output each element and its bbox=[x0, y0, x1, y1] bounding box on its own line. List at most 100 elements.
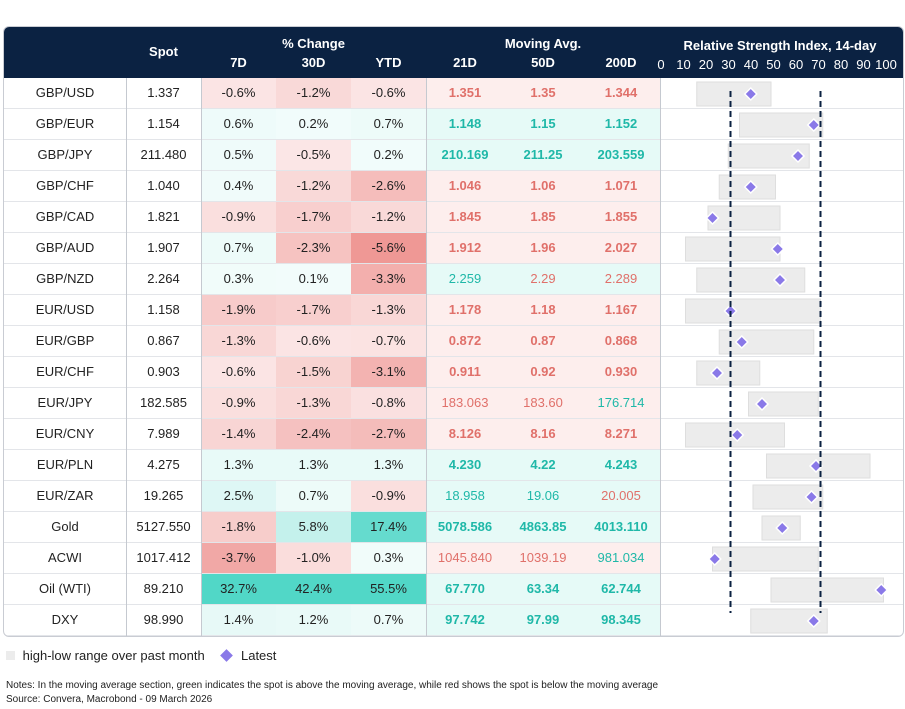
column-separator bbox=[126, 78, 127, 636]
legend: high-low range over past month Latest bbox=[6, 647, 276, 663]
table-row: GBP/AUD 1.907 0.7% -2.3% -5.6% 1.912 1.96 2.027 bbox=[4, 233, 903, 264]
table-row: ACWI 1017.412 -3.7% -1.0% 0.3% 1045.840 1039.1… bbox=[4, 543, 903, 574]
table-row: EUR/GBP 0.867 -1.3% -0.6% -0.7% 0.872 0.87 0.86… bbox=[4, 326, 903, 357]
header-spot: Spot bbox=[149, 44, 178, 59]
moving-avg-50: 4863.85 bbox=[504, 512, 582, 542]
rsi-cell bbox=[766, 453, 871, 479]
spot-value: 1017.412 bbox=[136, 550, 191, 565]
change-7d: -0.6% bbox=[201, 78, 276, 108]
change-30d: -1.2% bbox=[276, 78, 351, 108]
table-row: DXY 98.990 1.4% 1.2% 0.7% 97.742 97.99 98.345 bbox=[4, 605, 903, 636]
rsi-cell bbox=[739, 112, 824, 138]
change-ytd: -0.6% bbox=[351, 78, 426, 108]
change-ytd: 55.5% bbox=[351, 574, 426, 604]
moving-avg-200: 981.034 bbox=[582, 543, 660, 573]
spot-value: 5127.550 bbox=[136, 519, 191, 534]
rsi-cell bbox=[705, 205, 781, 231]
change-30d: -2.3% bbox=[276, 233, 351, 263]
change-ytd: -1.3% bbox=[351, 295, 426, 325]
moving-avg-200: 1.344 bbox=[582, 78, 660, 108]
rsi-latest-marker bbox=[743, 179, 758, 195]
table-row: EUR/PLN 4.275 1.3% 1.3% 1.3% 4.230 4.22 4.243 bbox=[4, 450, 903, 481]
moving-avg-21: 0.911 bbox=[426, 357, 504, 387]
change-30d: -1.2% bbox=[276, 171, 351, 201]
table-row: GBP/CAD 1.821 -0.9% -1.7% -1.2% 1.845 1.85 1.85… bbox=[4, 202, 903, 233]
moving-avg-21: 5078.586 bbox=[426, 512, 504, 542]
rsi-cell bbox=[685, 236, 785, 262]
spot-value: 182.585 bbox=[140, 395, 187, 410]
change-ytd: -2.7% bbox=[351, 419, 426, 449]
change-7d: -1.3% bbox=[201, 326, 276, 356]
change-30d: -1.0% bbox=[276, 543, 351, 573]
rsi-latest-marker bbox=[804, 489, 819, 505]
moving-avg-21: 1.845 bbox=[426, 202, 504, 232]
moving-avg-50: 2.29 bbox=[504, 264, 582, 294]
change-ytd: -3.3% bbox=[351, 264, 426, 294]
moving-avg-200: 4013.110 bbox=[582, 512, 660, 542]
change-7d: 0.5% bbox=[201, 140, 276, 170]
rsi-range-bar bbox=[770, 577, 884, 603]
instrument-name: GBP/NZD bbox=[36, 271, 94, 286]
rsi-range-bar bbox=[696, 81, 772, 107]
header-moving-avg: Moving Avg. bbox=[504, 36, 582, 51]
moving-avg-50: 4.22 bbox=[504, 450, 582, 480]
header-50d: 50D bbox=[531, 55, 555, 70]
change-ytd: -5.6% bbox=[351, 233, 426, 263]
moving-avg-200: 20.005 bbox=[582, 481, 660, 511]
change-7d: -1.9% bbox=[201, 295, 276, 325]
rsi-latest-marker bbox=[705, 210, 720, 226]
change-30d: -1.3% bbox=[276, 388, 351, 418]
table-row: EUR/JPY 182.585 -0.9% -1.3% -0.8% 183.063 183.… bbox=[4, 388, 903, 419]
moving-avg-21: 0.872 bbox=[426, 326, 504, 356]
instrument-name: ACWI bbox=[48, 550, 82, 565]
instrument-name: EUR/CNY bbox=[35, 426, 95, 441]
change-30d: 0.7% bbox=[276, 481, 351, 511]
spot-value: 1.907 bbox=[147, 240, 180, 255]
moving-avg-50: 1039.19 bbox=[504, 543, 582, 573]
moving-avg-200: 62.744 bbox=[582, 574, 660, 604]
rsi-tick-label: 100 bbox=[875, 57, 897, 72]
header-rsi-title: Relative Strength Index, 14-day bbox=[683, 38, 877, 53]
moving-avg-200: 203.559 bbox=[582, 140, 660, 170]
instrument-name: EUR/CHF bbox=[36, 364, 94, 379]
rsi-tick-label: 0 bbox=[657, 57, 665, 72]
rsi-cell bbox=[770, 577, 889, 603]
moving-avg-50: 1.06 bbox=[504, 171, 582, 201]
spot-value: 1.040 bbox=[147, 178, 180, 193]
table-row: Gold 5127.550 -1.8% 5.8% 17.4% 5078.586 4863.8… bbox=[4, 512, 903, 543]
header-200d: 200D bbox=[605, 55, 637, 70]
moving-avg-50: 1.96 bbox=[504, 233, 582, 263]
data-table-frame: Spot % Change 7D 30D YTD Moving Avg. 21D… bbox=[3, 26, 904, 637]
moving-avg-200: 176.714 bbox=[582, 388, 660, 418]
rsi-tick-label: 50 bbox=[766, 57, 781, 72]
spot-value: 0.903 bbox=[147, 364, 180, 379]
moving-avg-21: 1.148 bbox=[426, 109, 504, 139]
notes: Notes: In the moving average section, gr… bbox=[6, 679, 658, 707]
moving-avg-200: 98.345 bbox=[582, 605, 660, 635]
spot-value: 1.821 bbox=[147, 209, 180, 224]
spot-value: 7.989 bbox=[147, 426, 180, 441]
table-row: Oil (WTI) 89.210 32.7% 42.4% 55.5% 67.770 63.3… bbox=[4, 574, 903, 605]
moving-avg-50: 1.15 bbox=[504, 109, 582, 139]
change-30d: -0.6% bbox=[276, 326, 351, 356]
table-row: GBP/NZD 2.264 0.3% 0.1% -3.3% 2.259 2.29 2.289 bbox=[4, 264, 903, 295]
moving-avg-50: 1.35 bbox=[504, 78, 582, 108]
rsi-cell bbox=[707, 546, 819, 572]
change-7d: 0.4% bbox=[201, 171, 276, 201]
rsi-latest-marker bbox=[754, 396, 770, 412]
source-line: Source: Convera, Macrobond - 09 March 20… bbox=[6, 694, 213, 705]
rsi-tick-label: 60 bbox=[788, 57, 804, 72]
moving-avg-50: 1.85 bbox=[504, 202, 582, 232]
moving-avg-21: 97.742 bbox=[426, 605, 504, 635]
header-30d: 30D bbox=[301, 55, 326, 70]
rsi-tick-label: 30 bbox=[721, 57, 736, 72]
instrument-name: Gold bbox=[51, 519, 79, 534]
rsi-tick-label: 70 bbox=[811, 57, 826, 72]
moving-avg-200: 1.855 bbox=[582, 202, 660, 232]
rsi-tick-label: 40 bbox=[743, 57, 759, 72]
change-7d: -1.8% bbox=[201, 512, 276, 542]
spot-value: 1.154 bbox=[147, 116, 180, 131]
moving-avg-21: 210.169 bbox=[426, 140, 504, 170]
instrument-name: Oil (WTI) bbox=[39, 581, 91, 596]
rsi-cell bbox=[761, 515, 801, 541]
